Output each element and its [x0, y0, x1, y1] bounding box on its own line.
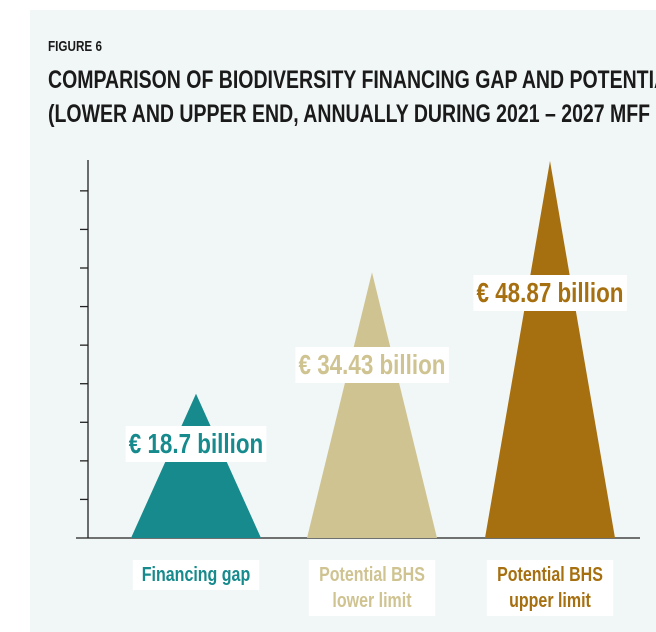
category-label: Potential BHS upper limit: [486, 560, 614, 616]
value-label: € 18.7 billion: [125, 426, 267, 463]
triangle-bar: [307, 272, 437, 538]
chart-subtitle: (LOWER AND UPPER END, ANNUALLY DURING 20…: [48, 100, 656, 128]
triangle-bar: [485, 161, 615, 538]
value-label: € 34.43 billion: [295, 347, 449, 384]
figure-label: FIGURE 6: [48, 38, 102, 55]
category-label: Financing gap: [132, 560, 260, 590]
triangle-bar: [131, 393, 261, 538]
category-label: Potential BHS lower limit: [308, 560, 436, 616]
value-label: € 48.87 billion: [473, 274, 627, 311]
chart-title: COMPARISON OF BIODIVERSITY FINANCING GAP…: [48, 66, 656, 94]
